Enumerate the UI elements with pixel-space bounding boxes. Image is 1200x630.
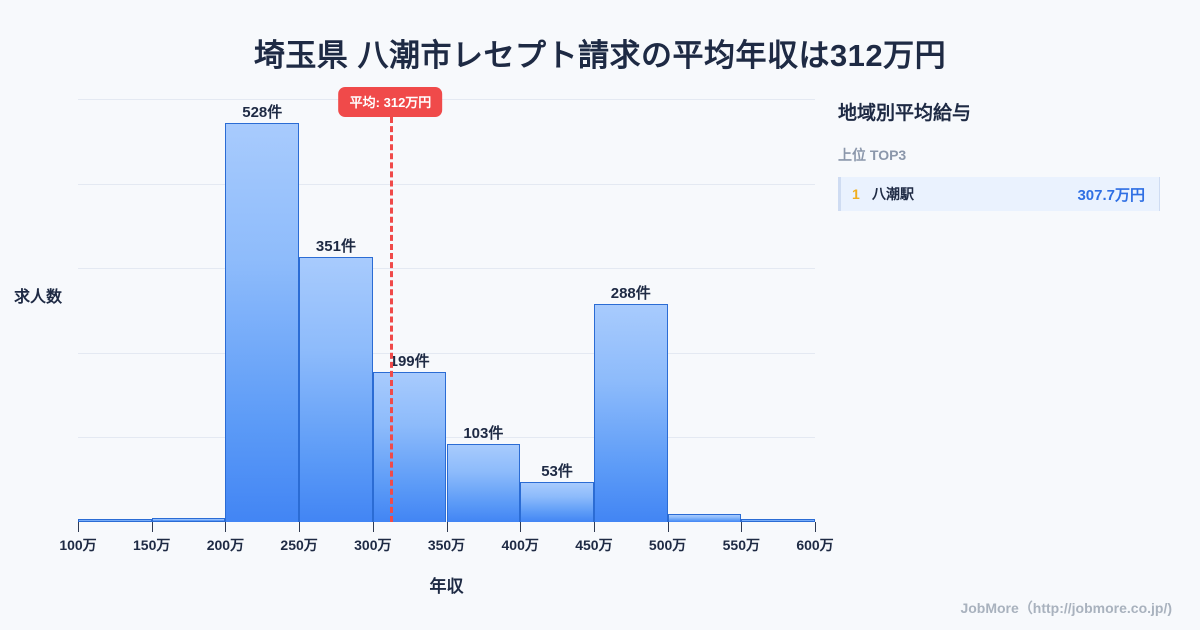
histogram-bar <box>299 256 373 522</box>
gridline <box>78 183 815 185</box>
x-axis-label: 450万 <box>575 537 613 553</box>
x-axis-label: 350万 <box>427 537 466 553</box>
average-line <box>390 117 394 522</box>
x-axis-tick <box>225 522 227 532</box>
x-axis-label: 150万 <box>133 537 171 553</box>
x-axis-label: 100万 <box>59 537 97 553</box>
bar-value-label: 103件 <box>463 425 504 443</box>
rank-row[interactable]: 1 八潮駅 307.7万円 <box>838 177 1160 211</box>
gridline <box>78 352 815 354</box>
bar-value-label: 53件 <box>541 462 573 480</box>
plot-area: 528件 351件 199件 103件 53件 288件 100万 150万 200万 250万 3… <box>59 87 834 553</box>
x-axis-tick <box>741 522 743 532</box>
x-axis-tick <box>446 522 448 532</box>
histogram-chart: 求人数 528件 351件 199件 103件 53件 288件 100万 150万 200万 2… <box>0 87 834 610</box>
histogram-bar <box>225 123 300 522</box>
histogram-bar <box>593 304 668 522</box>
x-axis-tick <box>520 522 522 532</box>
rank-number: 1 <box>852 186 860 202</box>
x-axis-tick <box>667 522 669 532</box>
bar-value-label: 288件 <box>610 285 651 303</box>
rank-value: 307.7万円 <box>1077 186 1145 204</box>
x-axis-tick <box>372 522 374 532</box>
x-axis-label: 200万 <box>206 537 245 553</box>
x-axis-label: 250万 <box>280 537 318 553</box>
x-axis-label: 400万 <box>501 537 539 553</box>
x-axis-label: 600万 <box>796 537 834 553</box>
bar-value-label: 199件 <box>389 352 430 370</box>
gridline <box>78 437 815 439</box>
average-badge: 平均: 312万円 <box>338 87 443 117</box>
x-axis-tick <box>78 522 79 532</box>
histogram-bar <box>151 518 226 522</box>
x-axis-tick <box>593 522 595 532</box>
histogram-bar <box>520 481 594 522</box>
gridline <box>78 268 815 270</box>
side-panel-subtitle: 上位 TOP3 <box>838 147 907 163</box>
histogram-bar <box>446 444 521 522</box>
histogram-bar <box>372 371 447 522</box>
footer-watermark: JobMore（http://jobmore.co.jp/) <box>960 600 1172 616</box>
side-panel-title: 地域別平均給与 <box>838 103 972 124</box>
gridline <box>78 99 815 100</box>
x-axis-label: 550万 <box>722 537 760 553</box>
histogram-bar <box>78 519 152 522</box>
x-axis-label: 300万 <box>354 537 392 553</box>
x-axis-tick <box>151 522 153 532</box>
histogram-bar <box>667 514 742 522</box>
x-axis-tick <box>815 522 816 532</box>
x-axis-title: 年収 <box>429 577 464 596</box>
page-title: 埼玉県 八潮市レセプト請求の平均年収は312万円 <box>253 38 947 73</box>
rank-list: 1 八潮駅 307.7万円 <box>838 177 1178 211</box>
regional-salary-panel: 地域別平均給与 上位 TOP3 1 八潮駅 307.7万円 <box>838 98 1178 211</box>
bar-value-label: 351件 <box>315 237 356 255</box>
histogram-bar <box>741 519 815 522</box>
x-axis-tick <box>299 522 301 532</box>
bar-value-label: 528件 <box>242 104 283 122</box>
y-axis-title: 求人数 <box>14 289 63 306</box>
x-axis-label: 500万 <box>648 537 687 553</box>
rank-name: 八潮駅 <box>872 186 914 202</box>
